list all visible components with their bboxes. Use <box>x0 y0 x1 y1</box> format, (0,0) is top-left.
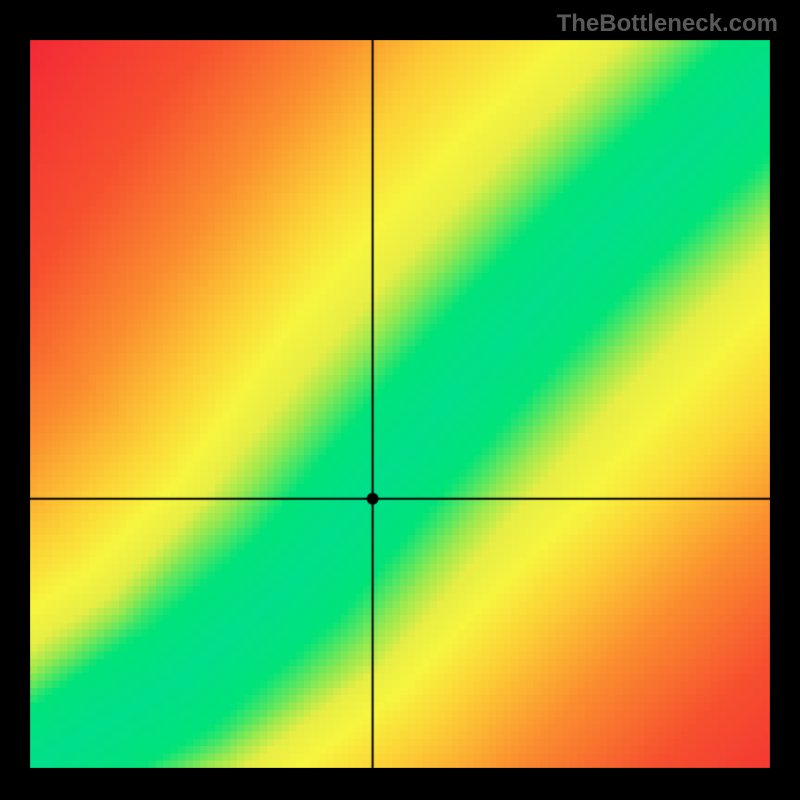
crosshair-overlay <box>0 0 800 800</box>
watermark-text: TheBottleneck.com <box>557 10 778 38</box>
chart-container: TheBottleneck.com <box>0 0 800 800</box>
